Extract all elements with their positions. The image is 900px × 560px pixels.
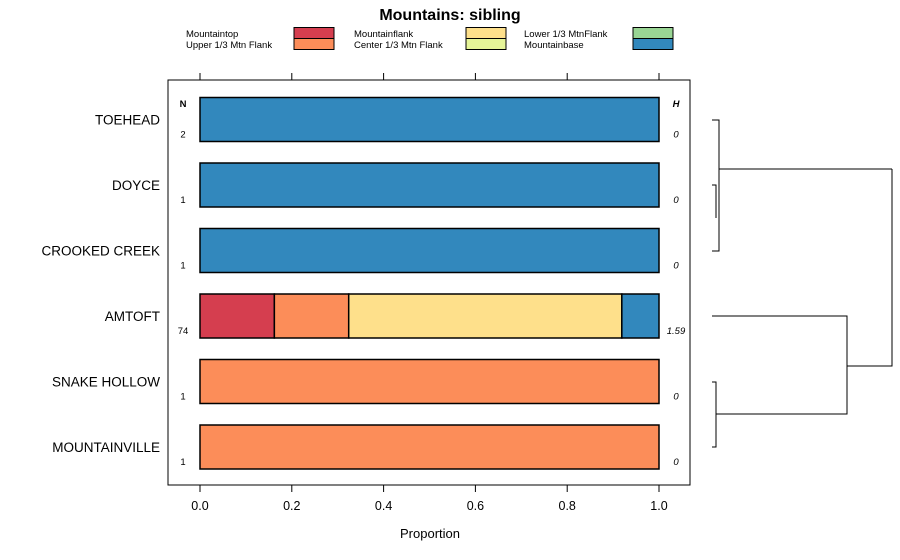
- x-tick-label: 0.4: [375, 499, 392, 513]
- bar-segment: [199, 162, 660, 208]
- legend-swatch: [632, 38, 674, 50]
- legend-label: Mountainbase: [524, 40, 584, 51]
- dendro-link-doyce: [712, 184, 717, 218]
- bar-segment: [199, 424, 660, 470]
- n-value: 1: [180, 261, 185, 272]
- bar-row: MOUNTAINVILLE 1 0: [52, 424, 679, 470]
- h-value: 0: [673, 261, 679, 272]
- plot-frame: [167, 79, 691, 486]
- x-axis: 0.0 0.2 0.4 0.6 0.8 1.0: [191, 73, 668, 513]
- category-label: AMTOFT: [105, 309, 160, 324]
- category-label: CROOKED CREEK: [41, 244, 160, 259]
- dendro-link-snake-mountainville: [712, 381, 717, 448]
- bar-segment: [199, 227, 660, 274]
- n-header: N: [180, 99, 187, 110]
- h-value: 0: [673, 457, 679, 468]
- h-value: 1.59: [667, 326, 686, 337]
- x-tick-label: 0.8: [559, 499, 576, 513]
- x-tick-label: 0.2: [283, 499, 300, 513]
- bar-segment: [199, 358, 660, 405]
- bar-row: AMTOFT 74 1.59: [105, 293, 686, 339]
- x-tick-label: 1.0: [650, 499, 667, 513]
- n-value: 74: [178, 326, 189, 337]
- n-value: 1: [180, 195, 185, 206]
- bar-segment: [199, 96, 660, 143]
- category-label: MOUNTAINVILLE: [52, 440, 160, 455]
- bar-row: SNAKE HOLLOW 1 0: [52, 358, 679, 405]
- dendrogram: [712, 119, 893, 448]
- legend-label: Lower 1/3 MtnFlank: [524, 29, 608, 40]
- h-value: 0: [673, 195, 679, 206]
- h-value: 0: [673, 130, 679, 141]
- bar-row: DOYCE 1 0: [112, 162, 679, 208]
- legend-swatch: [465, 27, 507, 39]
- legend-label: Center 1/3 Mtn Flank: [354, 40, 443, 51]
- legend-swatch: [632, 27, 674, 39]
- legend-swatch: [293, 27, 335, 39]
- bars-layer: TOEHEAD 2 0 DOYCE 1 0 CROOKED CREEK 1 0 AMTOFT 74 1…: [41, 96, 686, 470]
- n-value: 1: [180, 392, 185, 403]
- category-label: TOEHEAD: [95, 113, 160, 128]
- legend-swatch: [465, 38, 507, 50]
- x-tick-label: 0.0: [191, 499, 208, 513]
- category-label: DOYCE: [112, 178, 160, 193]
- n-value: 2: [180, 130, 185, 141]
- x-axis-label: Proportion: [400, 526, 460, 541]
- dendro-link-root: [847, 169, 893, 367]
- bar-segment: [273, 293, 350, 339]
- bar-segment: [347, 293, 623, 339]
- legend-swatch: [293, 38, 335, 50]
- bar-row: TOEHEAD 2 0: [95, 96, 679, 143]
- bar-segment: [199, 293, 276, 339]
- h-header: H: [673, 99, 681, 110]
- category-label: SNAKE HOLLOW: [52, 375, 160, 390]
- legend-label: Upper 1/3 Mtn Flank: [186, 40, 272, 51]
- n-value: 1: [180, 457, 185, 468]
- chart-title: Mountains: sibling: [379, 7, 520, 24]
- x-tick-label: 0.6: [467, 499, 484, 513]
- legend-label: Mountainflank: [354, 29, 413, 40]
- legend-label: Mountaintop: [186, 29, 238, 40]
- bar-segment: [621, 293, 660, 339]
- bar-row: CROOKED CREEK 1 0: [41, 227, 679, 274]
- h-value: 0: [673, 392, 679, 403]
- dendro-link-toehead-crooked: [712, 119, 720, 252]
- dendro-link-amtoft: [712, 315, 848, 415]
